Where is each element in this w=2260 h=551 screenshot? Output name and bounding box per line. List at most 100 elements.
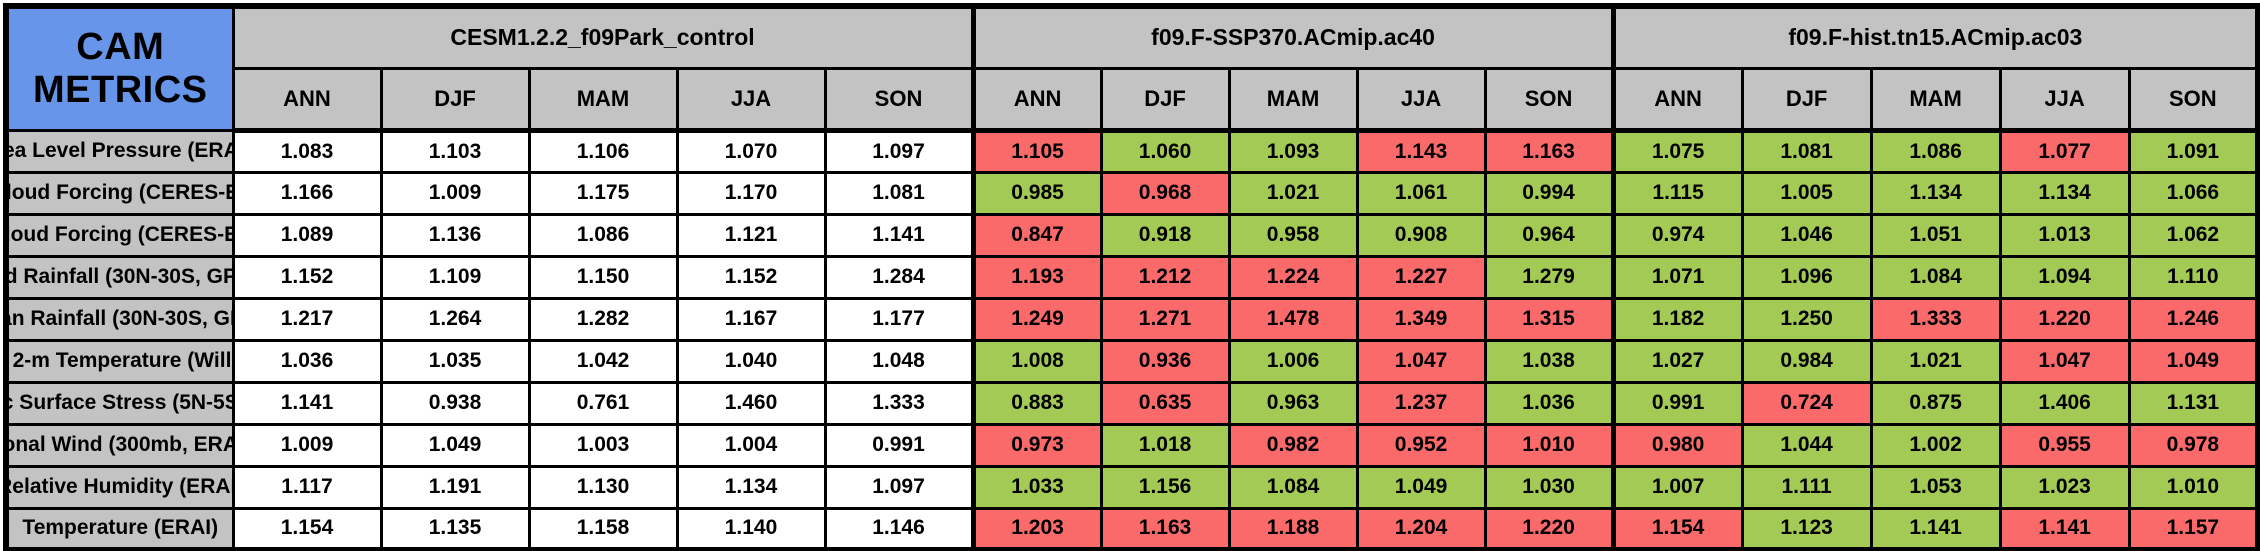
value-cell: 1.220 <box>1998 296 2131 342</box>
value-cell: 1.027 <box>1610 338 1744 384</box>
value-cell: 0.980 <box>1610 422 1744 468</box>
value-cell: 0.985 <box>970 170 1103 216</box>
season-header-mam: MAM <box>1227 66 1359 133</box>
value-cell: 1.049 <box>2127 338 2260 384</box>
value-cell: 1.140 <box>675 506 827 551</box>
metric-label: Temperature (ERAI) <box>4 506 235 551</box>
value-cell: 1.217 <box>231 296 383 342</box>
value-cell: 0.964 <box>1483 212 1615 258</box>
value-cell: 1.152 <box>231 254 383 300</box>
value-cell: 0.991 <box>823 422 975 468</box>
value-cell: 1.002 <box>1869 422 2002 468</box>
value-cell: 1.191 <box>379 464 531 510</box>
value-cell: 1.066 <box>2127 170 2260 216</box>
value-cell: 1.136 <box>379 212 531 258</box>
value-cell: 0.635 <box>1099 380 1231 426</box>
value-cell: 1.150 <box>527 254 679 300</box>
value-cell: 1.005 <box>1740 170 1873 216</box>
metric-row: Zonal Wind (300mb, ERAI)1.0091.0491.0031… <box>4 422 2260 468</box>
value-cell: 1.009 <box>379 170 531 216</box>
season-header-djf: DJF <box>1099 66 1231 133</box>
value-cell: 1.048 <box>823 338 975 384</box>
value-cell: 1.177 <box>823 296 975 342</box>
value-cell: 1.103 <box>379 128 531 174</box>
value-cell: 0.991 <box>1610 380 1744 426</box>
value-cell: 1.042 <box>527 338 679 384</box>
value-cell: 1.134 <box>675 464 827 510</box>
value-cell: 0.958 <box>1227 212 1359 258</box>
value-cell: 1.062 <box>2127 212 2260 258</box>
value-cell: 1.249 <box>970 296 1103 342</box>
metric-label-text: Zonal Wind (300mb, ERAI) <box>9 433 230 456</box>
value-cell: 1.250 <box>1740 296 1873 342</box>
metric-row: Pacific Surface Stress (5N-5S,ERS)1.1410… <box>4 380 2260 426</box>
value-cell: 1.105 <box>970 128 1103 174</box>
value-cell: 1.220 <box>1483 506 1615 551</box>
metric-label: Land 2-m Temperature (Willmott) <box>4 338 235 384</box>
value-cell: 1.047 <box>1998 338 2131 384</box>
value-cell: 1.091 <box>2127 128 2260 174</box>
value-cell: 1.121 <box>675 212 827 258</box>
value-cell: 1.111 <box>1740 464 1873 510</box>
value-cell: 1.053 <box>1869 464 2002 510</box>
value-cell: 1.135 <box>379 506 531 551</box>
model-header-hist: f09.F-hist.tn15.ACmip.ac03 <box>1610 4 2260 70</box>
metric-row: Land 2-m Temperature (Willmott)1.0361.03… <box>4 338 2260 384</box>
value-cell: 1.188 <box>1227 506 1359 551</box>
value-cell: 1.010 <box>2127 464 2260 510</box>
metric-label-text: Land Rainfall (30N-30S, GPCP) <box>9 265 230 288</box>
season-header-son: SON <box>1483 66 1615 133</box>
value-cell: 0.982 <box>1227 422 1359 468</box>
value-cell: 1.051 <box>1869 212 2002 258</box>
cam-metrics-table: CAM METRICS CESM1.2.2_f09Park_control f0… <box>3 3 2260 551</box>
value-cell: 1.049 <box>379 422 531 468</box>
value-cell: 1.333 <box>1869 296 2002 342</box>
value-cell: 1.193 <box>970 254 1103 300</box>
value-cell: 1.163 <box>1099 506 1231 551</box>
metric-label: SW Cloud Forcing (CERES-EBAF) <box>4 170 235 216</box>
value-cell: 1.170 <box>675 170 827 216</box>
metric-label: Zonal Wind (300mb, ERAI) <box>4 422 235 468</box>
value-cell: 1.157 <box>2127 506 2260 551</box>
metric-label: Relative Humidity (ERAI) <box>4 464 235 510</box>
value-cell: 1.110 <box>2127 254 2260 300</box>
season-header-jja: JJA <box>675 66 827 133</box>
value-cell: 1.109 <box>379 254 531 300</box>
metric-label-text: Land 2-m Temperature (Willmott) <box>9 349 232 372</box>
value-cell: 1.279 <box>1483 254 1615 300</box>
value-cell: 1.023 <box>1998 464 2131 510</box>
value-cell: 1.141 <box>231 380 383 426</box>
value-cell: 1.141 <box>1869 506 2002 551</box>
value-cell: 1.004 <box>675 422 827 468</box>
value-cell: 1.021 <box>1227 170 1359 216</box>
value-cell: 1.030 <box>1483 464 1615 510</box>
model-header-row: CAM METRICS CESM1.2.2_f09Park_control f0… <box>4 4 2260 132</box>
value-cell: 0.918 <box>1099 212 1231 258</box>
metrics-body: Sea Level Pressure (ERAI)1.0831.1031.106… <box>4 128 2260 551</box>
value-cell: 1.134 <box>1869 170 2002 216</box>
value-cell: 1.315 <box>1483 296 1615 342</box>
model-header-ssp370: f09.F-SSP370.ACmip.ac40 <box>970 4 1615 70</box>
value-cell: 1.182 <box>1610 296 1744 342</box>
value-cell: 0.974 <box>1610 212 1744 258</box>
value-cell: 1.070 <box>675 128 827 174</box>
value-cell: 1.036 <box>1483 380 1615 426</box>
metric-label-text: Ocean Rainfall (30N-30S, GPCP) <box>9 307 230 330</box>
metric-row: SW Cloud Forcing (CERES-EBAF)1.1661.0091… <box>4 170 2260 216</box>
value-cell: 0.952 <box>1355 422 1487 468</box>
metric-label: Sea Level Pressure (ERAI) <box>4 128 235 174</box>
value-cell: 1.084 <box>1869 254 2002 300</box>
value-cell: 1.460 <box>675 380 827 426</box>
value-cell: 1.406 <box>1998 380 2131 426</box>
value-cell: 1.021 <box>1869 338 2002 384</box>
value-cell: 1.084 <box>1227 464 1359 510</box>
value-cell: 1.167 <box>675 296 827 342</box>
value-cell: 0.978 <box>2127 422 2260 468</box>
value-cell: 1.478 <box>1227 296 1359 342</box>
season-header-mam: MAM <box>527 66 679 133</box>
value-cell: 1.154 <box>1610 506 1744 551</box>
value-cell: 1.013 <box>1998 212 2131 258</box>
value-cell: 1.106 <box>527 128 679 174</box>
value-cell: 1.049 <box>1355 464 1487 510</box>
season-header-ann: ANN <box>231 66 383 133</box>
